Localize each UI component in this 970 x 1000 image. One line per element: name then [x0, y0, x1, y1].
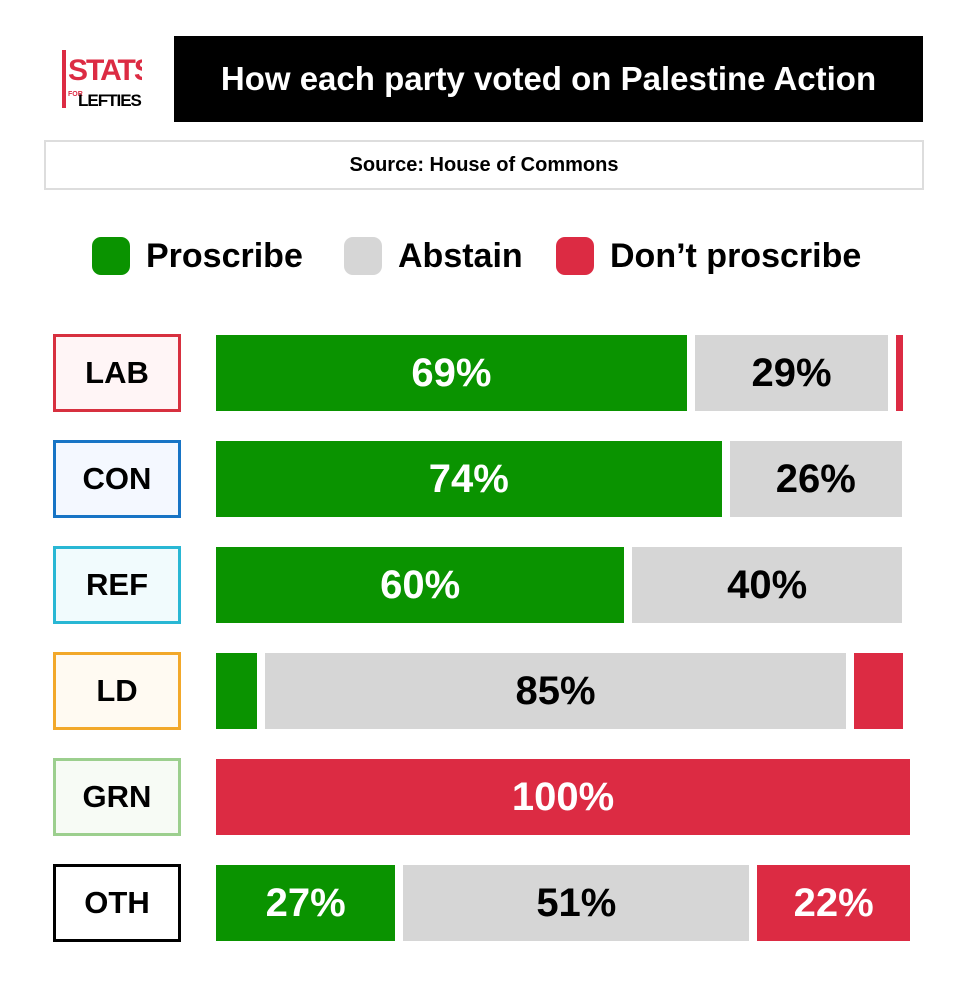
bar-ref-abstain: 40%: [632, 547, 902, 623]
data-label-oth-dont-proscribe: 22%: [793, 880, 874, 925]
legend-item-proscribe: Proscribe: [92, 232, 303, 280]
legend-item-dont-proscribe: Don’t proscribe: [556, 232, 861, 280]
bar-ld-proscribe: [216, 653, 257, 729]
bar-oth-dont-proscribe: 22%: [757, 865, 910, 941]
party-label-grn: GRN: [53, 758, 181, 836]
data-label-con-proscribe: 74%: [428, 456, 509, 501]
data-label-ref-abstain: 40%: [727, 562, 808, 607]
bar-lab-dont-proscribe: [896, 335, 904, 411]
legend-label-proscribe: Proscribe: [146, 236, 303, 275]
legend-swatch-proscribe: [92, 237, 130, 275]
bar-con-abstain: 26%: [729, 441, 902, 517]
bar-ld-dont-proscribe: [854, 653, 904, 729]
bar-grn-dont-proscribe: 100%: [216, 759, 910, 835]
bar-oth-proscribe: 27%: [216, 865, 396, 941]
logo-lefties-text: LEFTIES: [78, 91, 142, 108]
party-label-lab: LAB: [53, 334, 181, 412]
bar-con-proscribe: 74%: [216, 441, 722, 517]
legend: Proscribe Abstain Don’t proscribe: [0, 232, 970, 280]
legend-label-abstain: Abstain: [398, 236, 523, 275]
legend-label-dont-proscribe: Don’t proscribe: [610, 236, 862, 275]
bar-ref-proscribe: 60%: [216, 547, 625, 623]
logo-graphic: STATS FOR LEFTIES: [62, 50, 155, 110]
data-label-ld-abstain: 85%: [515, 668, 596, 713]
legend-swatch-dont-proscribe: [556, 237, 594, 275]
data-label-oth-proscribe: 27%: [265, 880, 346, 925]
bar-lab-proscribe: 69%: [216, 335, 687, 411]
data-label-ref-proscribe: 60%: [380, 562, 461, 607]
data-label-oth-abstain: 51%: [536, 880, 617, 925]
stats-for-lefties-logo: STATS FOR LEFTIES: [62, 50, 155, 110]
bar-ld-abstain: 85%: [264, 653, 847, 729]
bar-oth-abstain: 51%: [403, 865, 750, 941]
legend-swatch-abstain: [344, 237, 382, 275]
party-label-oth: OTH: [53, 864, 181, 942]
logo-stats-text: STATS: [68, 54, 142, 87]
party-label-ld: LD: [53, 652, 181, 730]
data-label-con-abstain: 26%: [775, 456, 856, 501]
data-label-grn-dont-proscribe: 100%: [511, 774, 615, 819]
logo-bar: [62, 50, 66, 108]
data-label-lab-proscribe: 69%: [411, 350, 492, 395]
bar-lab-abstain: 29%: [694, 335, 889, 411]
legend-item-abstain: Abstain: [344, 232, 523, 280]
party-label-ref: REF: [53, 546, 181, 624]
party-label-con: CON: [53, 440, 181, 518]
data-label-lab-abstain: 29%: [751, 350, 832, 395]
chart-title: How each party voted on Palestine Action: [174, 36, 923, 122]
source-note: Source: House of Commons: [44, 140, 924, 190]
logo-for-text: FOR: [68, 91, 83, 98]
